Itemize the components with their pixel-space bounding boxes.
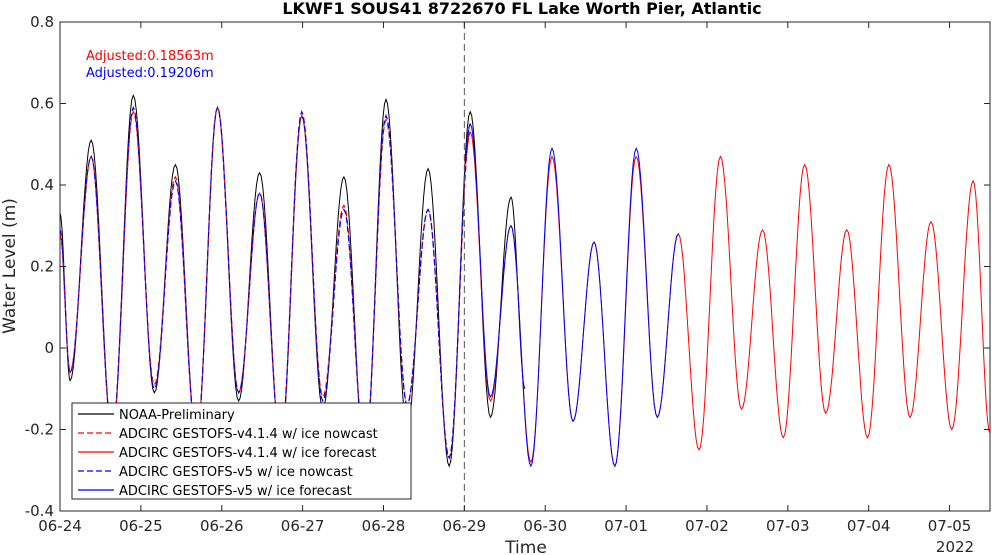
y-axis-label: Water Level (m) bbox=[0, 198, 20, 334]
x-tick-label: 06-30 bbox=[523, 517, 567, 535]
x-tick-label: 07-03 bbox=[766, 517, 810, 535]
adjusted-annotation-blue: Adjusted:0.19206m bbox=[86, 66, 214, 81]
legend-entry-label: ADCIRC GESTOFS-v5 w/ ice forecast bbox=[119, 484, 352, 499]
y-axis-ticks: -0.4 -0.2 0 0.2 0.4 0.6 0.8 bbox=[25, 13, 990, 520]
legend-box bbox=[71, 402, 412, 500]
x-axis-ticks: 06-24 06-25 06-26 06-27 06-28 06-29 06-30 07-01… bbox=[38, 22, 971, 535]
y-tick-label: 0.6 bbox=[30, 95, 54, 113]
x-tick-label: 06-25 bbox=[119, 517, 163, 535]
x-tick-label: 06-29 bbox=[443, 517, 487, 535]
x-tick-label: 06-28 bbox=[362, 517, 406, 535]
x-tick-label: 06-27 bbox=[281, 517, 325, 535]
y-tick-label: 0.4 bbox=[30, 176, 54, 194]
y-tick-label: 0.2 bbox=[30, 258, 54, 276]
legend-entry-label: ADCIRC GESTOFS-v4.1.4 w/ ice forecast bbox=[119, 446, 376, 461]
y-tick-label: -0.4 bbox=[25, 502, 54, 520]
legend-entry-label: ADCIRC GESTOFS-v5 w/ ice nowcast bbox=[119, 465, 353, 480]
series-layer bbox=[59, 93, 991, 468]
legend-entry-label: ADCIRC GESTOFS-v4.1.4 w/ ice nowcast bbox=[119, 427, 378, 442]
legend: NOAA-Preliminary ADCIRC GESTOFS-v4.1.4 w/… bbox=[71, 402, 412, 500]
x-axis-label: Time bbox=[504, 538, 547, 555]
x-tick-label: 07-04 bbox=[847, 517, 891, 535]
x-tick-label: 07-02 bbox=[685, 517, 729, 535]
adjusted-annotation-red: Adjusted:0.18563m bbox=[86, 49, 214, 64]
series-line-4 bbox=[463, 123, 679, 468]
x-tick-label: 06-26 bbox=[200, 517, 244, 535]
y-tick-label: 0.8 bbox=[30, 13, 54, 31]
chart-title: LKWF1 SOUS41 8722670 FL Lake Worth Pier,… bbox=[282, 0, 761, 18]
y-tick-label: 0 bbox=[44, 339, 54, 357]
x-axis-year-label: 2022 bbox=[936, 538, 974, 555]
series-line-3 bbox=[59, 105, 471, 460]
x-tick-label: 06-24 bbox=[38, 517, 82, 535]
y-tick-label: -0.2 bbox=[25, 421, 54, 439]
x-tick-label: 07-01 bbox=[604, 517, 648, 535]
x-tick-label: 07-05 bbox=[928, 517, 972, 535]
legend-entry-label: NOAA-Preliminary bbox=[119, 408, 235, 423]
